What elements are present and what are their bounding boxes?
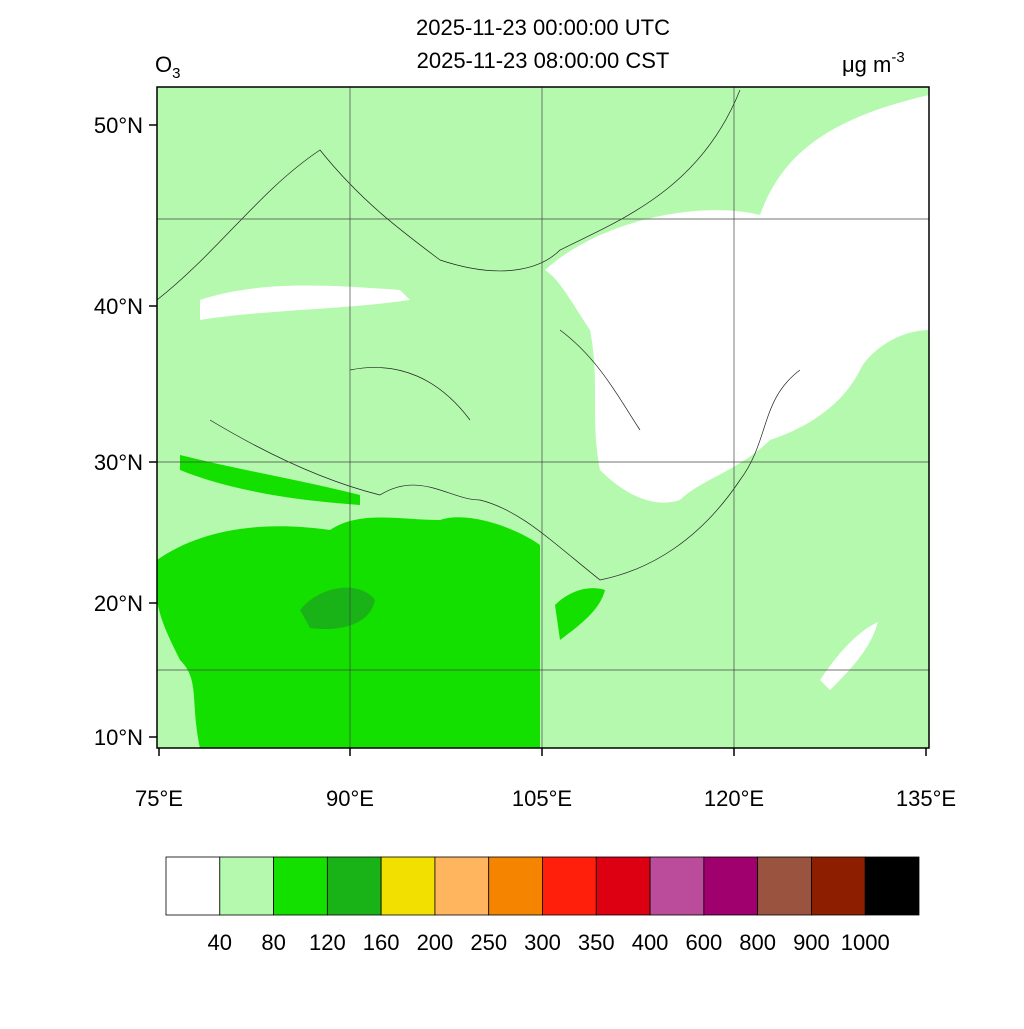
colorbar-box (649, 856, 705, 916)
colorbar-label: 800 (739, 930, 776, 955)
variable-label: O3 (155, 52, 180, 82)
colorbar-label: 600 (685, 930, 722, 955)
colorbar-box (811, 856, 866, 916)
colorbar-label: 250 (470, 930, 507, 955)
variable-base: O (155, 52, 172, 77)
field-white-east (545, 95, 929, 503)
field-white-west (200, 285, 410, 320)
lon-label: 120°E (704, 786, 764, 811)
variable-sub: 3 (172, 65, 180, 82)
colorbar-box (542, 856, 597, 916)
field-green-himalaya (180, 455, 360, 505)
map-area (156, 86, 930, 749)
colorbar-label: 1000 (841, 930, 890, 955)
field-green-south (157, 517, 540, 748)
colorbar-label: 350 (578, 930, 615, 955)
colorbar-label: 160 (363, 930, 400, 955)
graticule (157, 87, 929, 748)
lat-label: 50°N (94, 113, 143, 138)
colorbar-label: 300 (524, 930, 561, 955)
title-cst: 2025-11-23 08:00:00 CST (417, 48, 670, 73)
colorbar-box (757, 856, 812, 916)
field-green-hainan (555, 588, 605, 640)
colorbar-box (273, 856, 328, 916)
colorbar-box (380, 856, 436, 916)
field-dark-green-bay (300, 587, 375, 630)
lon-label: 75°E (135, 786, 183, 811)
colorbar-label: 120 (309, 930, 346, 955)
colorbar-label: 900 (793, 930, 830, 955)
colorbar-box (595, 856, 651, 916)
colorbar-box (703, 856, 759, 916)
colorbar-box (219, 856, 274, 916)
colorbar-box (488, 856, 543, 916)
colorbar-box (434, 856, 490, 916)
lon-label: 90°E (326, 786, 374, 811)
map-frame (156, 86, 930, 749)
colorbar-box (165, 856, 221, 916)
field-white-sea (820, 622, 878, 690)
units-base: μg m (842, 52, 891, 77)
lat-label: 10°N (94, 725, 143, 750)
colorbar-label: 200 (417, 930, 454, 955)
lat-label: 30°N (94, 450, 143, 475)
units-sup: -3 (891, 49, 904, 66)
colorbar-box (864, 856, 920, 916)
colorbar-label: 400 (632, 930, 669, 955)
units-label: μg m-3 (842, 49, 905, 77)
lon-label: 135°E (896, 786, 956, 811)
colorbar-label: 80 (261, 930, 285, 955)
colorbar-box (326, 856, 382, 916)
lat-label: 40°N (94, 294, 143, 319)
lon-label: 105°E (512, 786, 572, 811)
colorbar-label: 40 (208, 930, 232, 955)
title-utc: 2025-11-23 00:00:00 UTC (416, 15, 670, 40)
lat-label: 20°N (94, 591, 143, 616)
